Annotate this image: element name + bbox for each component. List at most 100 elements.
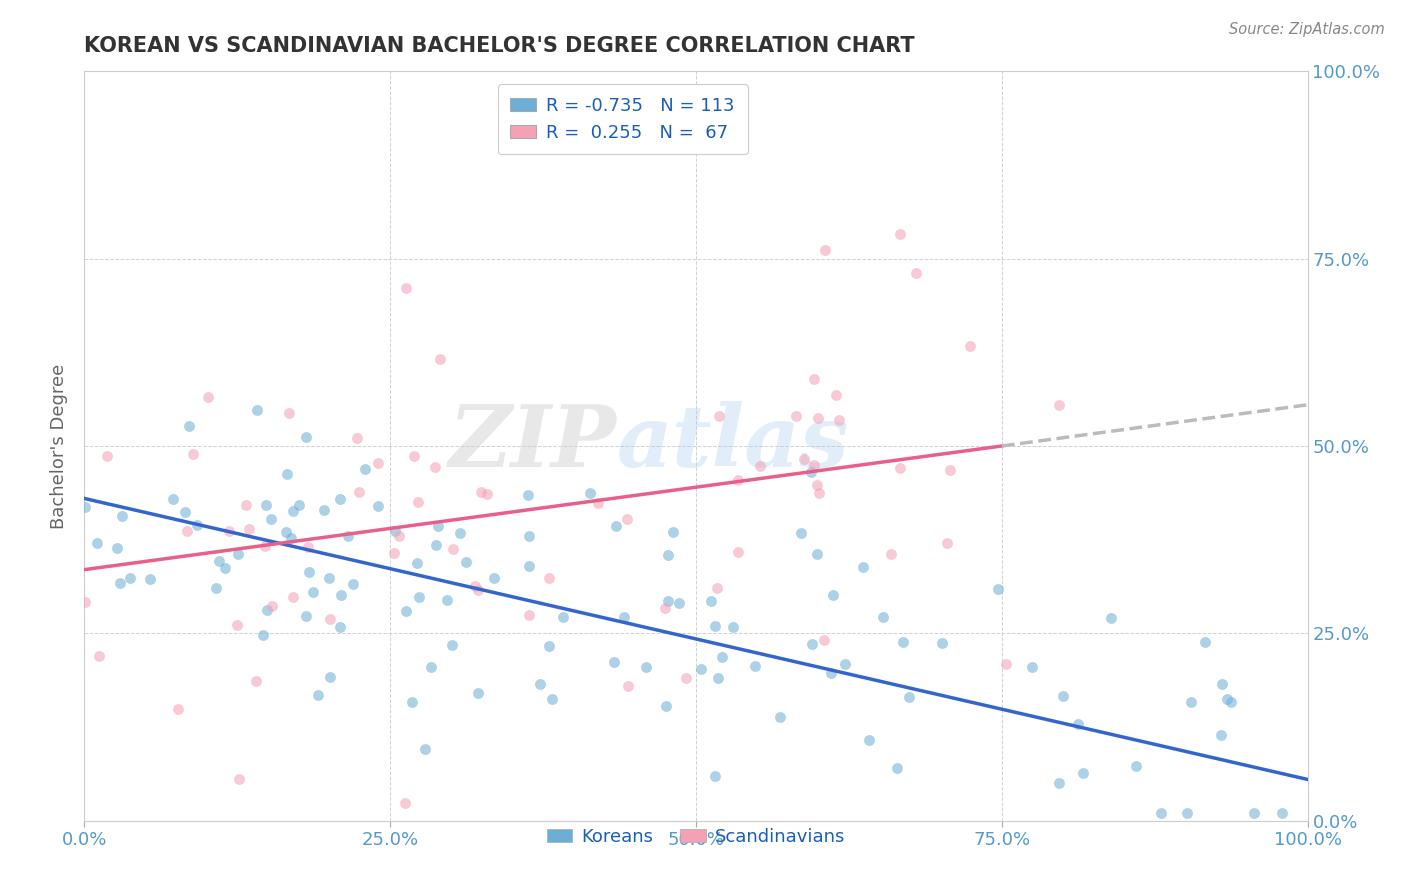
Point [162,492,184,507]
Point [138,572,160,586]
Point [252,628,274,642]
Point [749,459,772,474]
Point [662,524,685,539]
Point [254,539,277,553]
Point [467,686,489,700]
Point [858,733,880,747]
Point [727,474,749,488]
Point [86,536,108,550]
Point [401,695,423,709]
Point [297,541,319,555]
Point [382,546,405,560]
Point [281,503,304,517]
Point [704,769,727,783]
Point [226,618,249,632]
Point [806,548,828,562]
Point [800,637,823,651]
Point [898,690,921,704]
Point [298,565,321,579]
Point [852,559,875,574]
Point [703,619,725,633]
Point [605,519,627,533]
Point [634,659,657,673]
Point [420,660,443,674]
Point [517,607,540,622]
Point [889,227,911,241]
Point [813,632,835,647]
Point [519,529,541,543]
Point [405,556,427,570]
Point [367,456,389,470]
Point [880,547,903,561]
Point [197,390,219,404]
Point [214,561,236,575]
Point [395,605,418,619]
Point [254,498,277,512]
Point [689,662,711,676]
Point [329,620,352,634]
Point [905,266,928,280]
Text: KOREAN VS SCANDINAVIAN BACHELOR'S DEGREE CORRELATION CHART: KOREAN VS SCANDINAVIAN BACHELOR'S DEGREE… [84,36,915,56]
Point [617,679,640,693]
Point [218,524,240,539]
Point [166,701,188,715]
Point [256,603,278,617]
Point [475,487,498,501]
Point [711,649,734,664]
Point [408,590,430,604]
Point [707,409,730,423]
Point [260,512,283,526]
Point [603,655,626,669]
Point [1049,398,1071,412]
Point [436,593,458,607]
Point [429,352,451,367]
Point [441,542,464,557]
Point [1047,776,1070,790]
Point [260,599,283,613]
Point [1216,692,1239,706]
Point [307,688,329,702]
Point [1052,689,1074,703]
Point [342,577,364,591]
Point [1270,806,1292,821]
Point [828,413,851,427]
Point [1067,717,1090,731]
Point [425,539,447,553]
Text: atlas: atlas [616,401,849,484]
Point [727,545,749,559]
Point [470,485,492,500]
Point [959,339,981,353]
Point [108,576,131,591]
Point [529,677,551,691]
Point [931,635,953,649]
Point [806,478,828,492]
Point [1150,806,1173,821]
Point [987,582,1010,596]
Point [1175,806,1198,821]
Point [395,281,418,295]
Point [278,405,301,419]
Point [872,609,894,624]
Point [889,461,911,475]
Point [1243,806,1265,821]
Point [769,710,792,724]
Point [891,634,914,648]
Point [440,638,463,652]
Point [654,698,676,713]
Point [276,524,298,539]
Point [295,430,318,444]
Text: ZIP: ZIP [449,401,616,484]
Point [1071,766,1094,780]
Point [96,449,118,463]
Point [238,522,260,536]
Point [111,508,134,523]
Point [936,536,959,550]
Point [613,610,636,624]
Point [939,463,962,477]
Point [329,588,352,602]
Point [349,484,371,499]
Point [288,498,311,512]
Point [586,496,609,510]
Point [329,491,352,506]
Point [89,649,111,664]
